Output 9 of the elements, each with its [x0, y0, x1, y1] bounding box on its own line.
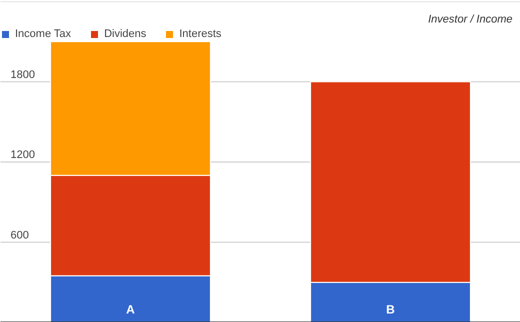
x-tick-label: B	[386, 302, 396, 316]
text: Investor / Income	[428, 14, 513, 26]
legend-label: Interests	[179, 28, 222, 40]
x-tick-label: A	[126, 302, 136, 316]
y-tick-label: 1800	[10, 68, 35, 81]
legend-label: Income Tax	[15, 28, 72, 40]
y-tick-label: 1200	[10, 149, 35, 161]
y-tick-label: 600	[10, 229, 29, 242]
legend-label: Dividens	[104, 28, 146, 40]
